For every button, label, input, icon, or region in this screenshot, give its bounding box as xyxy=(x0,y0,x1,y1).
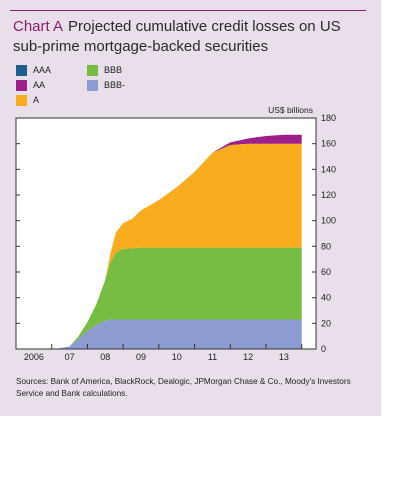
legend-swatch xyxy=(87,65,98,76)
area-series-bbb- xyxy=(55,319,302,349)
legend-label: A xyxy=(33,95,40,105)
y-tick-label: 0 xyxy=(321,344,326,354)
area-series-bbb xyxy=(55,247,302,349)
y-tick-label: 40 xyxy=(321,293,331,303)
x-tick-label: 2006 xyxy=(24,352,44,362)
x-tick-label: 08 xyxy=(100,352,110,362)
x-tick-label: 13 xyxy=(279,352,289,362)
chart-legend: AAA BBB AA BBB- A xyxy=(16,65,216,109)
top-rule xyxy=(10,10,366,11)
legend-label: AA xyxy=(33,80,46,90)
y-tick-label: 20 xyxy=(321,318,331,328)
y-tick-label: 80 xyxy=(321,241,331,251)
y-axis-label: US$ billions xyxy=(268,105,313,115)
chart-title-text: Projected cumulative credit losses on US… xyxy=(13,18,341,55)
x-tick-label: 10 xyxy=(172,352,182,362)
y-tick-label: 140 xyxy=(321,164,336,174)
y-tick-label: 100 xyxy=(321,216,336,226)
plot-frame xyxy=(15,117,317,350)
y-tick-label: 160 xyxy=(321,139,336,149)
x-tick-label: 12 xyxy=(243,352,253,362)
legend-label: BBB xyxy=(104,65,123,75)
chart-title-lead: Chart A xyxy=(13,18,64,35)
x-tick-label: 09 xyxy=(136,352,146,362)
chart-title: Chart A Projected cumulative credit losse… xyxy=(13,17,363,57)
legend-label: AAA xyxy=(33,65,52,75)
legend-swatch xyxy=(16,95,27,106)
x-tick-label: 11 xyxy=(208,352,217,362)
legend-swatch xyxy=(87,80,98,91)
y-tick-label: 120 xyxy=(321,190,336,200)
chart-source-note: Sources: Bank of America, BlackRock, Dea… xyxy=(16,377,351,398)
x-tick-label: 07 xyxy=(65,352,75,362)
legend-swatch xyxy=(16,80,27,91)
legend-swatch xyxy=(16,65,27,76)
area-series-a xyxy=(55,143,302,349)
y-tick-label: 60 xyxy=(321,267,331,277)
y-tick-label: 180 xyxy=(321,113,336,123)
legend-label: BBB- xyxy=(104,80,126,90)
